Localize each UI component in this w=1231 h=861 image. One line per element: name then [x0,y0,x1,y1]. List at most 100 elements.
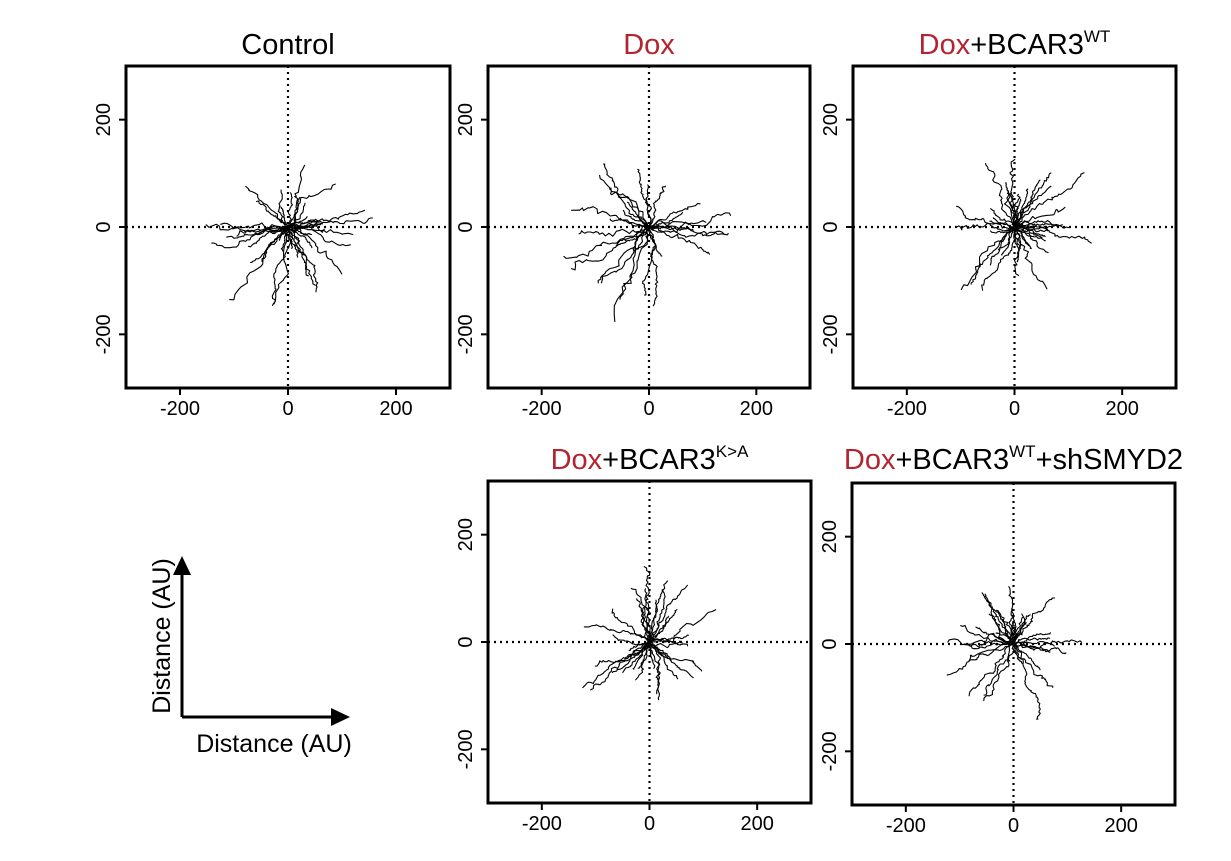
cell-track [1012,632,1051,645]
cell-track [287,226,319,293]
title-superscript: WT [1009,442,1035,461]
cell-track [956,205,1016,228]
cell-track [1012,643,1041,671]
cell-track [286,164,306,228]
y-tick-label: 200 [455,518,477,551]
x-tick-label: 0 [1008,815,1019,837]
y-tick-label: -200 [455,729,477,769]
cell-track [947,632,1015,646]
cell-track [563,226,650,259]
cell-track [648,634,689,643]
cell-track [998,226,1016,251]
cell-track [1012,637,1051,645]
cell-track [590,641,651,691]
panel-dox: Dox -200 0 200 -200 0 200 [455,29,812,420]
title-condition-accent: Dox [844,444,896,476]
cell-track [1012,597,1056,645]
cell-track [287,183,336,228]
cell-track [273,226,289,305]
cell-track [599,174,650,228]
x-tick-label: 0 [282,398,293,420]
x-tick-label: 200 [740,813,773,835]
panel-title: Dox+BCAR3WT [919,27,1111,61]
x-tick-label: 0 [643,398,654,420]
cell-track [647,589,664,643]
x-tick-label: 200 [379,398,412,420]
cell-track [1013,172,1085,228]
cell-track [271,226,294,306]
panel-title: Control [241,29,335,61]
cell-track [247,226,289,248]
cell-track [280,206,289,228]
cell-track [648,638,683,645]
cell-track [968,642,1015,650]
cell-track [578,226,650,237]
track-group [955,158,1092,291]
cell-track [277,189,289,228]
cell-track [632,641,652,670]
x-tick-label: 200 [740,398,773,420]
cell-track [583,624,651,643]
cell-track [632,226,650,254]
cell-track [1013,226,1022,249]
title-text: Control [241,29,335,61]
cell-track [648,641,703,672]
cell-track [255,200,289,228]
cell-track [648,212,684,228]
x-tick-label: 200 [1104,815,1137,837]
y-tick-label: 200 [93,103,115,136]
cell-track [1013,226,1048,290]
axis-guide-y-label: Distance (AU) [148,558,176,714]
axis-guide-x-label: Distance (AU) [196,730,352,758]
cell-track [983,643,1015,702]
cell-track [637,168,652,228]
track-group [563,163,732,323]
cell-track [287,220,322,228]
cell-track [582,641,651,689]
panel-title: Dox+BCAR3K>A [551,442,749,476]
cell-track [648,641,689,649]
cell-track [648,641,694,679]
cell-track [1012,643,1067,655]
cell-track [1012,643,1041,720]
title-text: +BCAR3 [602,444,716,476]
cell-track [250,226,290,264]
cell-track [1013,172,1052,228]
cell-track [648,609,717,643]
cell-track [648,226,711,255]
axis-guide: Distance (AU) Distance (AU) [148,556,352,758]
y-tick-label: -200 [455,314,477,354]
y-tick-label: 0 [455,221,477,232]
cell-track [622,209,650,228]
track-group [205,164,373,306]
cell-track [648,203,701,228]
panel-title: Dox+BCAR3WT+shSMYD2 [844,442,1183,476]
x-tick-label: 0 [1009,398,1020,420]
cell-track [613,226,650,323]
cell-track [622,641,651,673]
y-tick-label: 0 [93,221,115,232]
panel-dox-bcar3-wt-shsmyd2: Dox+BCAR3WT+shSMYD2 -200 0 200 -200 0 200 [819,442,1183,837]
panel-dox-bcar3-ka: Dox+BCAR3K>A -200 0 200 -200 0 200 [455,442,813,835]
cell-track [635,598,651,643]
cell-track [989,226,1016,266]
title-text: +BCAR3 [896,444,1010,476]
cell-track [571,206,650,228]
panel-title: Dox [623,29,675,61]
panel-control: Control -200 0 200 -200 0 200 [93,29,452,420]
cell-track [985,162,1016,228]
cell-track [285,226,316,286]
y-tick-label: 200 [819,520,841,553]
title-condition-accent: Dox [623,29,675,61]
x-tick-label: -200 [160,398,200,420]
axis-arrows-icon [173,556,350,726]
cell-track [594,641,651,667]
cell-track [968,643,1015,697]
cell-track [211,226,289,249]
track-group [946,586,1083,720]
cell-track [611,608,651,643]
y-tick-label: 200 [820,103,842,136]
cell-track [648,580,668,643]
x-tick-label: 0 [644,813,655,835]
